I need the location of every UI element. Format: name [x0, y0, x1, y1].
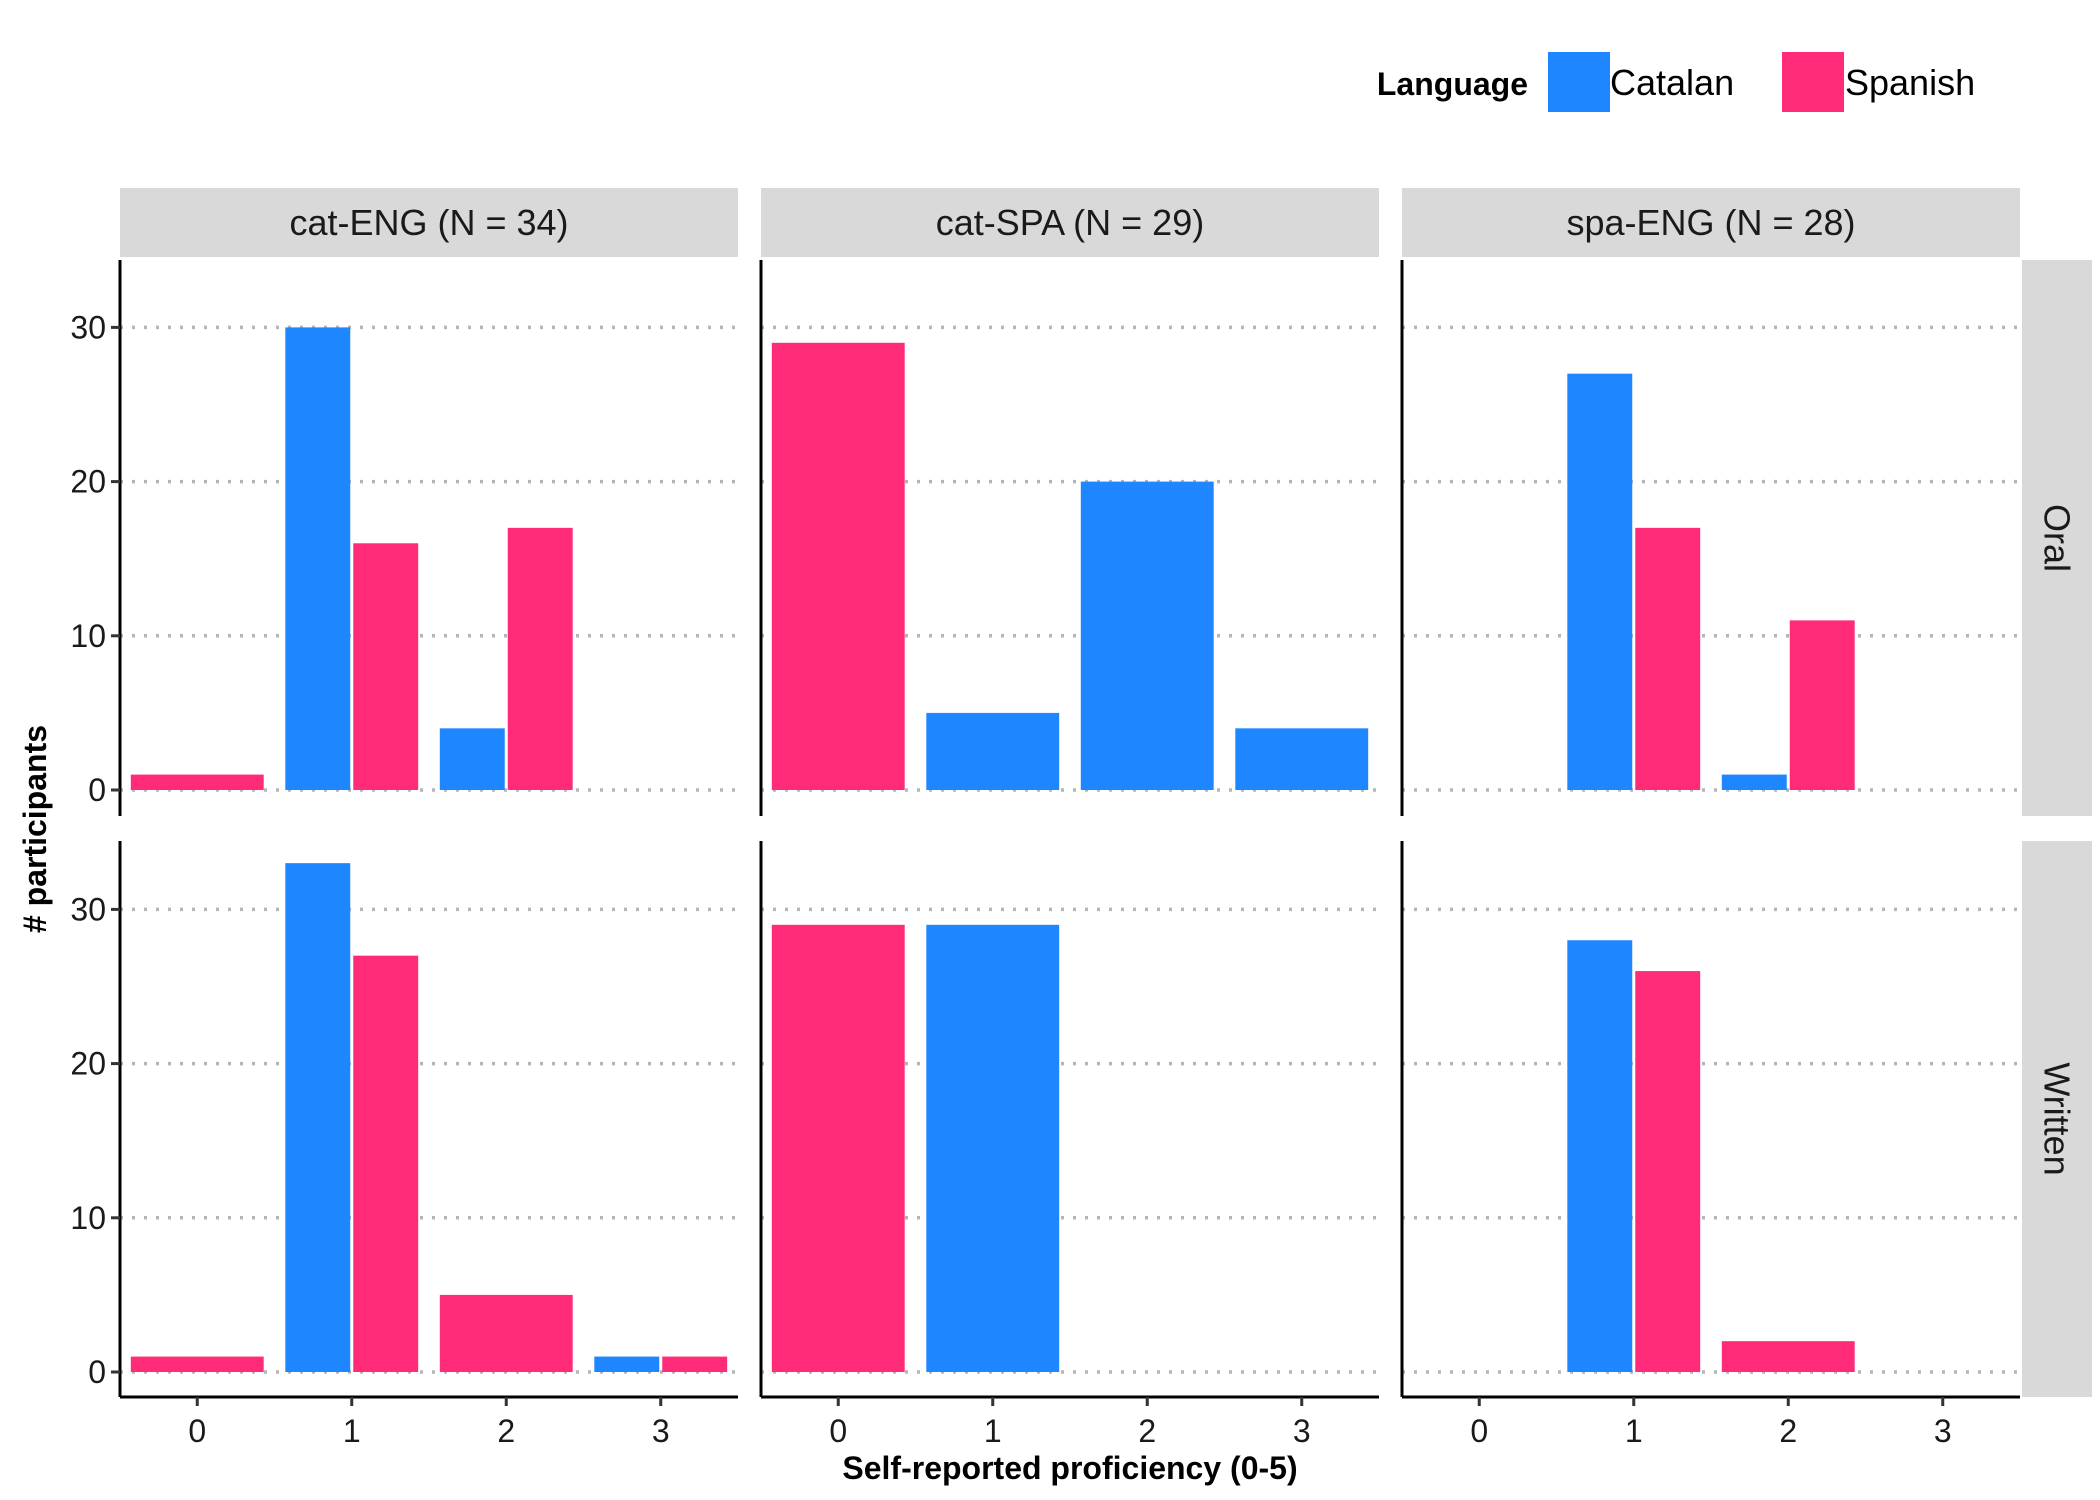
legend-key-catalan	[1548, 52, 1610, 112]
row-strip-label-oral: Oral	[2037, 504, 2078, 572]
bar-spanish-0	[130, 1356, 264, 1372]
y-tick-label-30: 30	[70, 891, 106, 927]
bar-spanish-2	[1721, 1341, 1855, 1372]
y-tick-label-10: 10	[70, 1200, 106, 1236]
panel-written-2: 0 1 2 3	[1400, 841, 2020, 1449]
x-tick-label-3: 3	[1293, 1413, 1311, 1449]
x-tick-label-3: 3	[652, 1413, 670, 1449]
x-tick-label-1: 1	[343, 1413, 361, 1449]
row-strip-oral	[2022, 260, 2092, 816]
panels: cat-ENG (N = 34) cat-SPA (N = 29) spa-ENG …	[70, 188, 2092, 1449]
legend: Language Catalan Spanish	[1377, 52, 1975, 112]
bar-catalan-1	[285, 863, 351, 1372]
column-strip-2	[1402, 188, 2020, 257]
y-tick-label-10: 10	[70, 618, 106, 654]
column-strip-1	[761, 188, 1379, 257]
column-strip-label-1: cat-SPA (N = 29)	[936, 202, 1204, 243]
legend-key-spanish	[1782, 52, 1844, 112]
x-tick-label-1: 1	[1625, 1413, 1643, 1449]
column-strip-0	[120, 188, 738, 257]
panel-oral-1	[759, 260, 1379, 816]
bar-catalan-3	[594, 1356, 660, 1372]
row-strip-written	[2022, 841, 2092, 1397]
legend-label-catalan: Catalan	[1610, 62, 1734, 103]
legend-label-spanish: Spanish	[1845, 62, 1975, 103]
bar-spanish-1	[353, 543, 419, 790]
bar-spanish-1	[1635, 527, 1701, 790]
row-strip-label-written: Written	[2037, 1062, 2078, 1175]
x-tick-label-2: 2	[1138, 1413, 1156, 1449]
bar-catalan-3	[1235, 728, 1369, 790]
bar-spanish-0	[130, 774, 264, 790]
bar-catalan-1	[926, 924, 1060, 1372]
x-tick-label-2: 2	[497, 1413, 515, 1449]
bar-spanish-2	[1789, 620, 1855, 790]
bar-catalan-2	[439, 728, 505, 790]
bar-spanish-1	[1635, 971, 1701, 1372]
panel-written-0: 0 10 20 30 0 1 2 3	[70, 841, 738, 1449]
x-axis-title: Self-reported proficiency (0-5)	[842, 1450, 1297, 1486]
bar-spanish-0	[771, 924, 905, 1372]
bar-catalan-1	[1567, 940, 1633, 1372]
x-tick-label-0: 0	[1470, 1413, 1488, 1449]
column-strip-label-2: spa-ENG (N = 28)	[1566, 202, 1855, 243]
y-tick-label-0: 0	[88, 772, 106, 808]
bar-catalan-1	[1567, 373, 1633, 790]
bar-spanish-2	[507, 527, 573, 790]
legend-title: Language	[1377, 66, 1528, 102]
y-tick-label-20: 20	[70, 1046, 106, 1082]
bar-catalan-1	[285, 327, 351, 790]
panel-oral-2	[1400, 260, 2020, 816]
x-tick-label-2: 2	[1779, 1413, 1797, 1449]
bar-spanish-2	[439, 1294, 573, 1372]
x-tick-label-3: 3	[1934, 1413, 1952, 1449]
y-tick-label-0: 0	[88, 1354, 106, 1390]
bar-catalan-2	[1721, 774, 1787, 790]
y-tick-label-30: 30	[70, 309, 106, 345]
panel-written-1: 0 1 2 3	[759, 841, 1379, 1449]
bar-spanish-0	[771, 342, 905, 790]
x-tick-label-0: 0	[188, 1413, 206, 1449]
bar-catalan-1	[926, 712, 1060, 790]
x-tick-label-0: 0	[829, 1413, 847, 1449]
bar-spanish-1	[353, 955, 419, 1372]
y-tick-label-20: 20	[70, 464, 106, 500]
bar-spanish-3	[662, 1356, 728, 1372]
x-tick-label-1: 1	[984, 1413, 1002, 1449]
bar-catalan-2	[1080, 481, 1214, 790]
y-axis-title: # participants	[17, 725, 53, 933]
panel-oral-0: 0 10 20 30	[70, 260, 738, 816]
column-strip-label-0: cat-ENG (N = 34)	[289, 202, 568, 243]
